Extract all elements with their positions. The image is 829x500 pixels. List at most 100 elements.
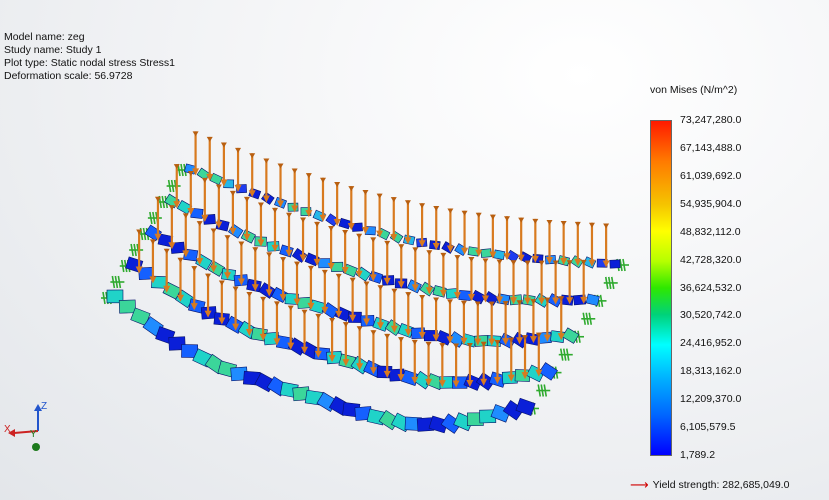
load-arrow-icon — [135, 229, 143, 274]
load-arrow-icon — [245, 292, 253, 337]
load-arrow-icon — [411, 247, 419, 292]
load-arrow-icon — [390, 197, 398, 242]
load-arrow-icon — [545, 219, 553, 264]
load-arrow-icon — [404, 292, 412, 337]
load-arrow-icon — [168, 205, 176, 250]
model-name: Model name: zeg — [4, 31, 85, 43]
load-arrow-icon — [552, 260, 560, 305]
legend-tick-label: 54,935,904.0 — [680, 197, 742, 210]
load-arrow-icon — [475, 212, 483, 257]
load-arrow-icon — [580, 259, 588, 304]
load-arrow-icon — [446, 299, 454, 344]
load-arrow-icon — [383, 240, 391, 285]
axis-triad[interactable]: Z X Y — [0, 395, 60, 455]
load-arrow-icon — [273, 301, 281, 346]
mesh-element — [348, 311, 362, 323]
load-arrow-icon — [404, 200, 412, 245]
load-arrow-icon — [503, 216, 511, 261]
x-axis-label: X — [4, 424, 11, 435]
load-arrow-icon — [488, 301, 496, 346]
load-arrow-icon — [510, 260, 518, 305]
load-arrow-icon — [182, 213, 190, 258]
load-arrow-icon — [432, 297, 440, 342]
z-axis-label: Z — [41, 401, 47, 412]
load-arrow-icon — [493, 339, 501, 384]
load-arrow-icon — [313, 221, 321, 266]
load-arrow-icon — [574, 221, 582, 266]
load-arrow-icon — [287, 305, 295, 350]
fixture-icon — [147, 211, 162, 225]
load-arrow-icon — [489, 214, 497, 259]
load-arrow-icon — [307, 265, 315, 310]
load-arrow-icon — [461, 210, 469, 255]
mesh-element — [585, 293, 600, 306]
load-arrow-icon — [301, 309, 309, 354]
load-arrow-icon — [535, 332, 543, 377]
load-arrow-icon — [524, 260, 532, 305]
load-arrow-icon — [356, 326, 364, 371]
load-arrow-icon — [383, 333, 391, 378]
load-arrow-icon — [277, 163, 285, 208]
load-arrow-icon — [516, 300, 524, 345]
load-arrow-icon — [425, 341, 433, 386]
load-arrow-icon — [529, 299, 537, 344]
load-arrow-icon — [566, 260, 574, 305]
load-arrow-icon — [347, 186, 355, 231]
deformation-scale: Deformation scale: 56.9728 — [4, 70, 133, 82]
load-arrow-icon — [220, 142, 228, 187]
load-arrow-icon — [163, 248, 171, 293]
legend-tick-label: 73,247,280.0 — [680, 114, 742, 126]
fixture-icon — [166, 179, 181, 193]
load-arrow-icon — [452, 343, 460, 388]
load-arrow-icon — [438, 343, 446, 388]
plot-type: Plot type: Static nodal stress Stress1 — [4, 57, 175, 69]
load-arrow-icon — [538, 260, 546, 305]
load-arrow-icon — [305, 173, 313, 218]
load-arrow-icon — [187, 171, 195, 216]
yield-arrow-icon: ⟶ — [630, 477, 649, 492]
legend-tick-label: 6,105,579.5 — [680, 421, 736, 434]
load-arrow-icon — [321, 269, 329, 314]
mesh-element — [515, 397, 536, 417]
load-arrow-icon — [248, 153, 256, 198]
x-axis-arrow-icon — [8, 429, 15, 437]
legend-tick-label: 30,520,742.0 — [680, 309, 742, 322]
load-arrow-icon — [467, 257, 475, 302]
load-arrow-icon — [341, 229, 349, 274]
load-arrow-icon — [369, 237, 377, 282]
load-arrow-icon — [173, 164, 181, 209]
load-arrow-icon — [466, 342, 474, 387]
legend-tick-label: 36,624,532.0 — [680, 281, 742, 294]
yield-label: Yield strength: 282,685,049.0 — [652, 479, 790, 491]
load-arrow-icon — [560, 220, 568, 265]
load-arrow-icon — [192, 131, 200, 176]
load-arrow-icon — [602, 223, 610, 268]
load-arrow-icon — [453, 255, 461, 300]
legend-tick-label: 1,789.2 — [680, 449, 716, 461]
load-arrow-icon — [376, 285, 384, 330]
load-arrow-icon — [521, 335, 529, 380]
study-info: Model name: zeg Study name: Study 1 Plot… — [4, 31, 175, 83]
load-arrow-icon — [439, 252, 447, 297]
yield-strength: ⟶ Yield strength: 282,685,049.0 — [630, 477, 789, 493]
load-arrow-icon — [369, 330, 377, 375]
legend-tick-label: 18,313,162.0 — [680, 365, 742, 378]
load-arrow-icon — [397, 244, 405, 289]
mesh-element — [562, 327, 580, 344]
mesh-element — [463, 373, 483, 391]
load-arrow-icon — [460, 300, 468, 345]
load-arrow-icon — [390, 288, 398, 333]
load-arrow-icon — [232, 286, 240, 331]
mesh-element — [227, 223, 244, 239]
load-arrow-icon — [531, 218, 539, 263]
mesh-element — [493, 249, 506, 260]
legend-tick-label: 42,728,320.0 — [680, 253, 742, 266]
load-arrow-icon — [342, 322, 350, 367]
legend-tick-label: 61,039,692.0 — [680, 169, 742, 182]
study-name: Study name: Study 1 — [4, 44, 102, 56]
load-arrow-icon — [215, 184, 223, 229]
load-arrow-icon — [361, 190, 369, 235]
mesh-element — [480, 248, 492, 258]
fixture-icon — [129, 243, 144, 257]
